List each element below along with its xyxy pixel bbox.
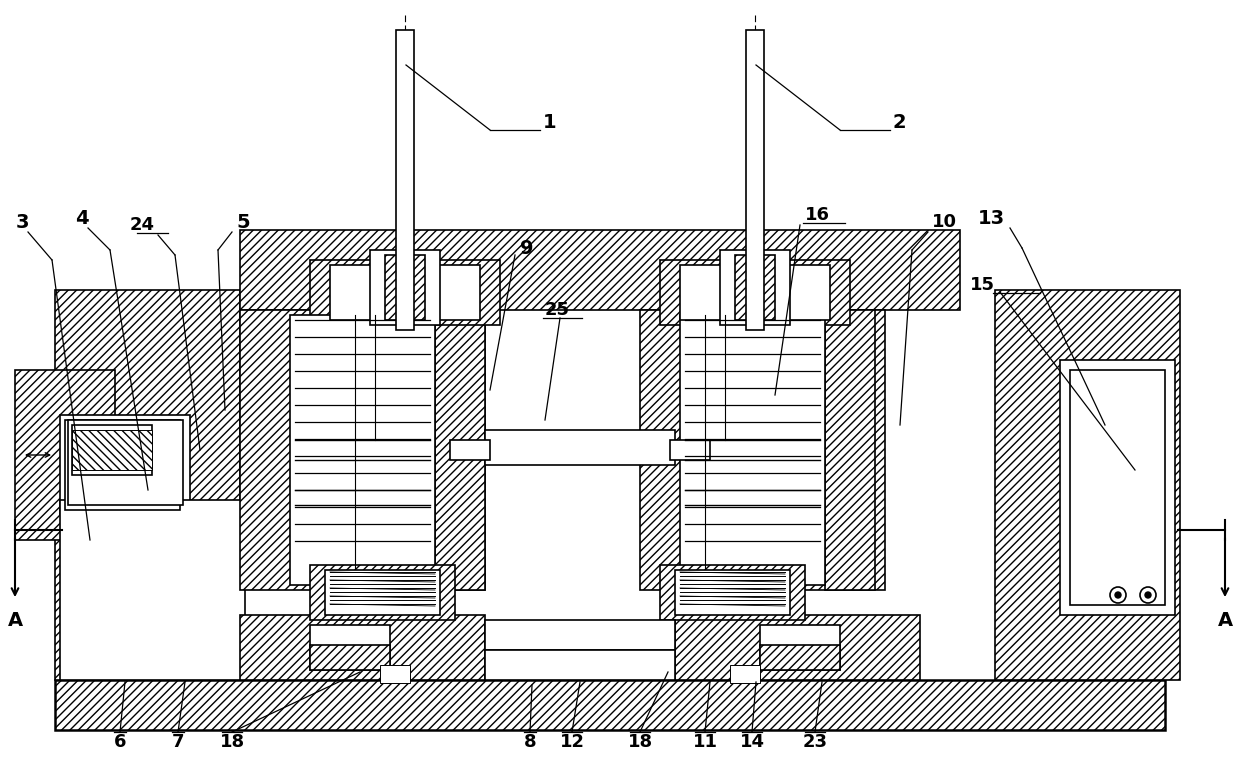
Text: 16: 16 bbox=[805, 206, 830, 224]
Bar bbox=[1070, 370, 1165, 605]
Bar bbox=[670, 440, 710, 460]
Text: 14: 14 bbox=[740, 733, 764, 751]
Bar bbox=[69, 435, 170, 495]
Bar bbox=[995, 290, 1180, 680]
Bar bbox=[72, 430, 152, 470]
Bar bbox=[310, 645, 390, 670]
Bar bbox=[680, 315, 825, 585]
Text: 18: 18 bbox=[627, 733, 653, 751]
Bar bbox=[310, 260, 501, 325]
Text: 2: 2 bbox=[893, 112, 907, 132]
Bar bbox=[325, 570, 440, 615]
Bar bbox=[240, 230, 960, 310]
Circle shape bbox=[1145, 592, 1151, 598]
Bar bbox=[385, 255, 425, 320]
Bar bbox=[396, 30, 414, 330]
Bar bbox=[484, 620, 675, 650]
Bar bbox=[735, 255, 776, 320]
Bar bbox=[680, 265, 830, 320]
Bar bbox=[59, 415, 190, 515]
Bar bbox=[760, 645, 840, 670]
Text: 18: 18 bbox=[219, 733, 244, 751]
Bar bbox=[484, 430, 675, 465]
Text: A: A bbox=[1218, 610, 1233, 630]
Bar bbox=[55, 680, 1165, 730]
Text: 8: 8 bbox=[524, 733, 536, 751]
Bar bbox=[484, 650, 675, 680]
Text: 11: 11 bbox=[693, 733, 717, 751]
Bar bbox=[380, 665, 410, 683]
Bar bbox=[435, 310, 484, 590]
Bar bbox=[15, 370, 115, 540]
Bar bbox=[59, 500, 245, 680]
Circle shape bbox=[1115, 592, 1121, 598]
Text: 3: 3 bbox=[15, 213, 28, 232]
Bar bbox=[310, 625, 390, 670]
Text: 23: 23 bbox=[803, 733, 828, 751]
Bar bbox=[1061, 360, 1175, 615]
Bar bbox=[825, 310, 875, 590]
Bar bbox=[660, 565, 805, 620]
Bar bbox=[68, 420, 183, 505]
Bar bbox=[55, 290, 240, 680]
Bar bbox=[660, 260, 850, 325]
Bar bbox=[310, 565, 455, 620]
Text: 4: 4 bbox=[76, 209, 89, 227]
Bar bbox=[450, 440, 489, 460]
Bar bbox=[240, 615, 484, 680]
Text: 5: 5 bbox=[235, 213, 249, 232]
Text: 25: 25 bbox=[545, 301, 570, 319]
Bar bbox=[746, 30, 764, 330]
Text: 15: 15 bbox=[970, 276, 995, 294]
Bar bbox=[240, 310, 484, 590]
Text: 7: 7 bbox=[172, 733, 185, 751]
Text: 24: 24 bbox=[130, 216, 155, 234]
Text: 10: 10 bbox=[932, 213, 957, 231]
Bar bbox=[760, 625, 840, 670]
Bar bbox=[290, 315, 435, 585]
Bar bbox=[370, 250, 440, 325]
Text: 12: 12 bbox=[560, 733, 585, 751]
Bar bbox=[330, 265, 479, 320]
Bar bbox=[675, 570, 790, 615]
Text: 9: 9 bbox=[520, 239, 534, 258]
Text: 6: 6 bbox=[114, 733, 126, 751]
Text: A: A bbox=[7, 610, 22, 630]
Circle shape bbox=[1110, 587, 1126, 603]
Text: 1: 1 bbox=[543, 112, 556, 132]
Text: 13: 13 bbox=[978, 209, 1005, 227]
Bar bbox=[72, 425, 152, 475]
Bar bbox=[675, 615, 921, 680]
Circle shape bbox=[1140, 587, 1156, 603]
Bar bbox=[64, 420, 180, 510]
Bar bbox=[730, 665, 760, 683]
Bar bbox=[720, 250, 790, 325]
Bar bbox=[641, 310, 885, 590]
